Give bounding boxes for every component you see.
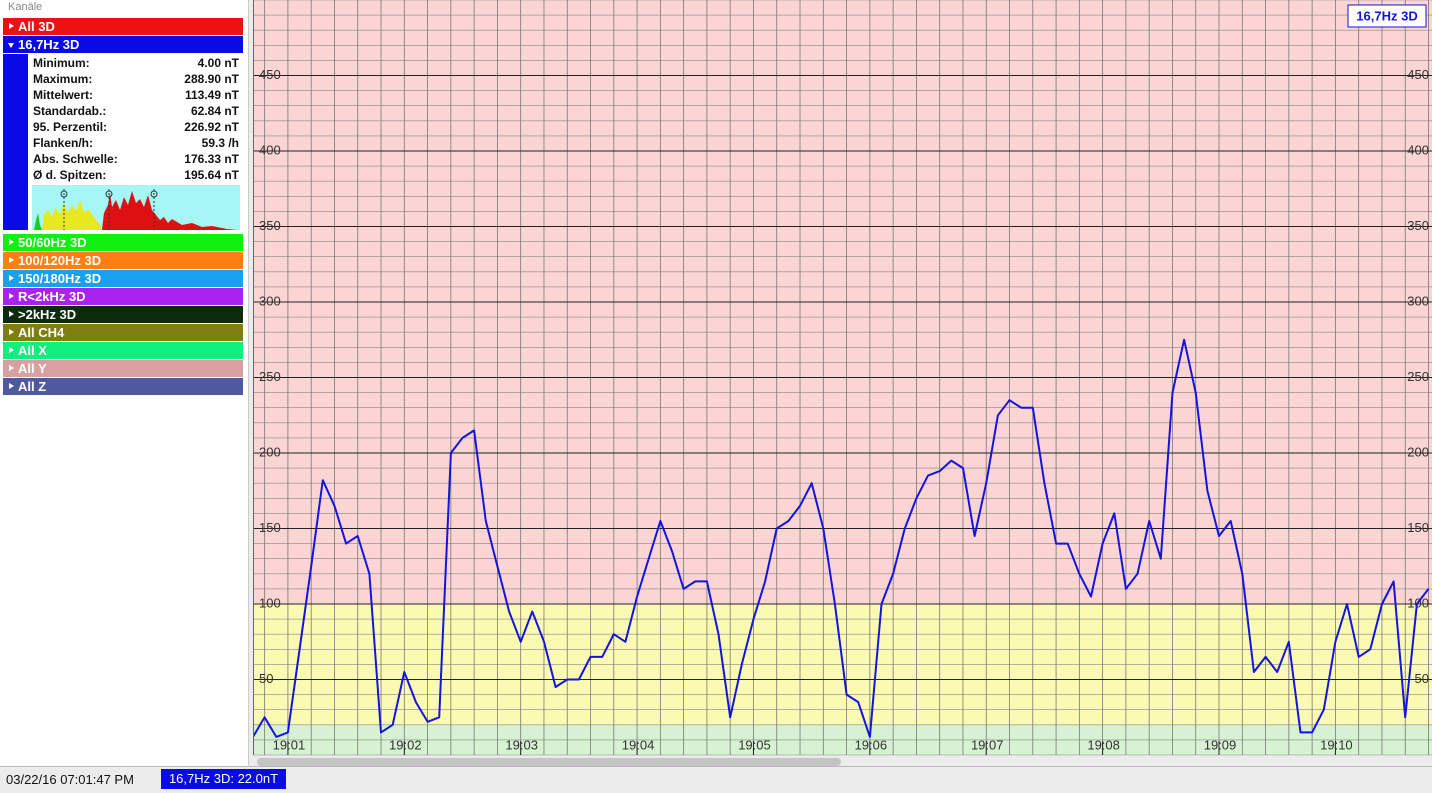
y-tick-label: 350 <box>1407 218 1429 233</box>
stat-label: Mittelwert: <box>33 88 93 102</box>
stat-value: 62.84 nT <box>190 104 239 118</box>
legend-label: 16,7Hz 3D <box>1356 8 1417 23</box>
stat-value: 195.64 nT <box>184 168 239 182</box>
channel-row[interactable]: >2kHz 3D <box>3 306 243 323</box>
expand-arrow <box>9 275 14 281</box>
x-tick-label: 19:01 <box>273 737 306 752</box>
stat-label: Maximum: <box>33 72 93 86</box>
y-tick-label: 300 <box>259 293 281 308</box>
x-tick-label: 19:10 <box>1320 737 1353 752</box>
stat-value: 288.90 nT <box>184 72 239 86</box>
channel-label: All Y <box>18 361 47 376</box>
stat-row: Maximum: 288.90 nT <box>33 72 239 86</box>
y-tick-label: 350 <box>259 218 281 233</box>
x-tick-label: 19:02 <box>389 737 422 752</box>
channel-row[interactable]: All X <box>3 342 243 359</box>
stat-row: Abs. Schwelle: 176.33 nT <box>33 152 239 166</box>
x-tick-label: 19:09 <box>1204 737 1237 752</box>
channel-row[interactable]: All Y <box>3 360 243 377</box>
y-tick-label: 50 <box>1415 671 1429 686</box>
y-tick-label: 150 <box>259 520 281 535</box>
y-tick-label: 400 <box>1407 142 1429 157</box>
channel-sidebar: Kanäle Minimum: 4.00 nT Maximum: 288.90 nT M… <box>0 0 249 766</box>
channel-row[interactable]: 50/60Hz 3D <box>3 234 243 251</box>
stats-body: Minimum: 4.00 nT Maximum: 288.90 nT Mittelwe… <box>28 54 243 230</box>
stat-row: 95. Perzentil: 226.92 nT <box>33 120 239 134</box>
expand-arrow <box>9 293 14 299</box>
y-tick-label: 450 <box>259 67 281 82</box>
stat-value: 113.49 nT <box>184 88 239 102</box>
expand-arrow <box>9 239 14 245</box>
y-tick-label: 100 <box>259 595 281 610</box>
expand-arrow <box>9 383 14 389</box>
channel-row[interactable]: 150/180Hz 3D <box>3 270 243 287</box>
stat-row: Mittelwert: 113.49 nT <box>33 88 239 102</box>
x-tick-label: 19:07 <box>971 737 1004 752</box>
stat-label: 95. Perzentil: <box>33 120 108 134</box>
stat-label: Standardab.: <box>33 104 107 118</box>
channel-row[interactable]: All Z <box>3 378 243 395</box>
y-tick-label: 200 <box>259 444 281 459</box>
stat-value: 226.92 nT <box>184 120 239 134</box>
channel-label: >2kHz 3D <box>18 307 77 322</box>
legend-box <box>1347 4 1427 28</box>
channel-label: All X <box>18 343 47 358</box>
data-line <box>253 338 1430 738</box>
y-tick-label: 300 <box>1407 293 1429 308</box>
expand-arrow <box>9 347 14 353</box>
channel-label: 16,7Hz 3D <box>18 37 80 52</box>
stat-value: 176.33 nT <box>184 152 239 166</box>
stat-label: Minimum: <box>33 56 90 70</box>
stat-value: 4.00 nT <box>197 56 239 70</box>
channel-row[interactable]: 16,7Hz 3D <box>3 36 243 53</box>
expand-arrow <box>9 365 14 371</box>
channel-row[interactable]: All CH4 <box>3 324 243 341</box>
channel-label: 50/60Hz 3D <box>18 235 87 250</box>
channel-label: 150/180Hz 3D <box>18 271 102 286</box>
status-time: 03/22/16 07:01:47 PM <box>6 772 134 787</box>
channel-row[interactable]: All 3D <box>3 18 243 35</box>
x-tick-label: 19:04 <box>622 737 655 752</box>
stat-row: Ø d. Spitzen: 195.64 nT <box>33 168 239 182</box>
y-tick-label: 450 <box>1407 67 1429 82</box>
histogram <box>32 185 240 230</box>
expand-arrow <box>9 329 14 335</box>
channel-label: All CH4 <box>18 325 65 340</box>
x-tick-label: 19:03 <box>505 737 538 752</box>
y-tick-label: 200 <box>1407 444 1429 459</box>
stat-label: Flanken/h: <box>33 136 94 150</box>
stat-row: Standardab.: 62.84 nT <box>33 104 239 118</box>
channel-row[interactable]: 100/120Hz 3D <box>3 252 243 269</box>
expand-arrow <box>9 311 14 317</box>
stat-row: Minimum: 4.00 nT <box>33 56 239 70</box>
channel-label: All 3D <box>18 19 55 34</box>
stat-label: Abs. Schwelle: <box>33 152 118 166</box>
expand-arrow <box>9 23 14 29</box>
channel-row[interactable]: R<2kHz 3D <box>3 288 243 305</box>
x-tick-label: 19:06 <box>855 737 888 752</box>
channel-detail-panel: Minimum: 4.00 nT Maximum: 288.90 nT Mittelwe… <box>3 54 243 230</box>
channel-label: All Z <box>18 379 47 394</box>
stat-value: 59.3 /h <box>201 136 239 150</box>
stat-row: Flanken/h: 59.3 /h <box>33 136 239 150</box>
status-bar: 03/22/16 07:01:47 PM 16,7Hz 3D: 22.0nT <box>0 766 1432 793</box>
channel-label: 100/120Hz 3D <box>18 253 102 268</box>
y-tick-label: 250 <box>1407 369 1429 384</box>
y-tick-label: 250 <box>259 369 281 384</box>
status-reading: 16,7Hz 3D: 22.0nT <box>161 769 286 789</box>
h-scrollbar <box>257 758 841 766</box>
sidebar-title: Kanäle <box>8 1 43 13</box>
y-tick-label: 150 <box>1407 520 1429 535</box>
stat-label: Ø d. Spitzen: <box>33 168 107 182</box>
channel-label: R<2kHz 3D <box>18 289 86 304</box>
expand-arrow <box>9 257 14 263</box>
x-tick-label: 19:05 <box>738 737 771 752</box>
expand-arrow <box>8 43 14 48</box>
x-tick-label: 19:08 <box>1087 737 1120 752</box>
y-tick-label: 400 <box>259 142 281 157</box>
y-tick-label: 50 <box>259 671 273 686</box>
